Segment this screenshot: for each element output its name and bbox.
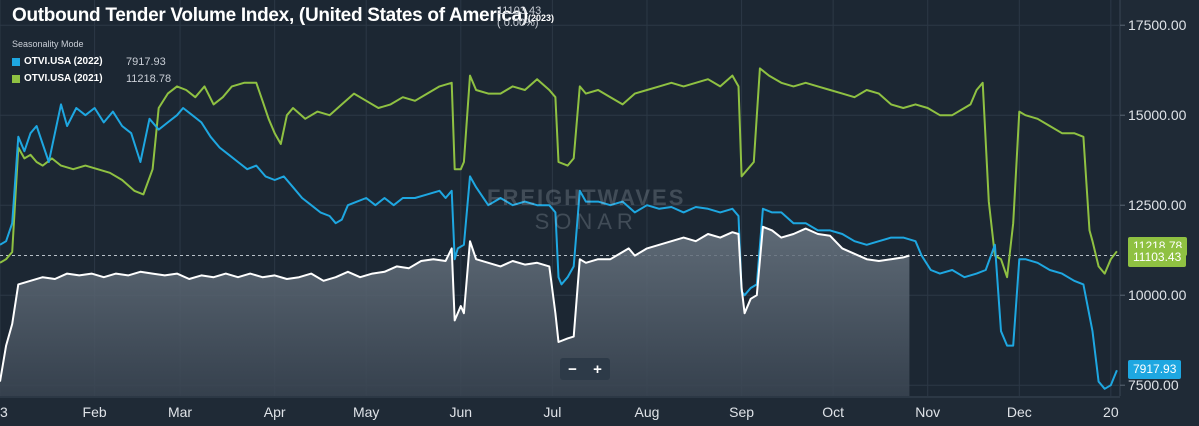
area-2023 xyxy=(0,226,910,396)
x-tick-label: Mar xyxy=(168,404,192,420)
y-tick-label: 7500.00 xyxy=(1128,377,1179,393)
x-tick-label: Oct xyxy=(822,404,844,420)
x-tick-label: Feb xyxy=(83,404,107,420)
zoom-controls: − + xyxy=(560,358,610,380)
watermark-logo: FREIGHTWAVES SONAR xyxy=(487,186,685,234)
y-tick-label: 15000.00 xyxy=(1128,107,1187,123)
x-tick-label: May xyxy=(353,404,379,420)
legend-name-2022: OTVI.USA (2022) xyxy=(24,56,103,67)
seasonality-mode-label: Seasonality Mode xyxy=(12,39,84,49)
legend: Seasonality Mode OTVI.USA (2022) 7917.93… xyxy=(12,39,171,87)
legend-value-2022: 7917.93 xyxy=(126,55,166,68)
legend-item-2022[interactable]: OTVI.USA (2022) 7917.93 xyxy=(12,53,171,70)
y-axis: 7500.00 10000.00 12500.00 15000.00 17500.00 xyxy=(1120,17,1187,393)
zoom-in-button[interactable]: + xyxy=(593,360,602,378)
watermark-line1: FREIGHTWAVES xyxy=(487,185,686,210)
legend-swatch-2022 xyxy=(12,57,20,66)
series-2023-line xyxy=(0,225,910,382)
watermark-line2: SONAR xyxy=(534,209,638,234)
x-tick-label: 23 xyxy=(0,404,8,420)
price-tag-2022: 7917.93 xyxy=(1128,360,1182,380)
x-tick-label: Nov xyxy=(915,404,940,420)
x-tick-label: Aug xyxy=(635,404,660,420)
current-change: ( 0.00%) xyxy=(497,17,539,29)
x-tick-label: Sep xyxy=(729,404,754,420)
zoom-out-button[interactable]: − xyxy=(568,360,577,378)
area-fill-2023 xyxy=(0,226,910,396)
y-tick-label: 17500.00 xyxy=(1128,17,1187,33)
current-value-readout: 11103.43 ( 0.00%) xyxy=(497,5,541,29)
current-value: 11103.43 xyxy=(497,5,542,17)
x-tick-label: Jul xyxy=(543,404,561,420)
legend-item-2021[interactable]: OTVI.USA (2021) 11218.78 xyxy=(12,70,171,87)
y-tick-label: 12500.00 xyxy=(1128,197,1187,213)
title-year: (2023) xyxy=(527,13,554,23)
series-2021-line xyxy=(0,67,1118,279)
y-tick-label: 10000.00 xyxy=(1128,287,1187,303)
series-2022-line xyxy=(0,103,1118,390)
x-tick-label: 20 xyxy=(1103,404,1119,420)
x-axis: 23 Feb Mar Apr May Jun Jul Aug Sep Oct Nov Dec 20 xyxy=(0,396,1120,420)
page-title: Outbound Tender Volume Index, (United St… xyxy=(12,5,554,27)
x-tick-label: Jun xyxy=(450,404,473,420)
price-tag-current: 11103.43 xyxy=(1128,247,1187,267)
legend-swatch-2021 xyxy=(12,74,20,83)
legend-name-2021: OTVI.USA (2021) xyxy=(24,73,103,84)
legend-value-2021: 11218.78 xyxy=(126,72,172,85)
x-tick-label: Dec xyxy=(1007,404,1032,420)
title-text: Outbound Tender Volume Index, (United St… xyxy=(12,5,528,26)
x-tick-label: Apr xyxy=(264,404,286,420)
